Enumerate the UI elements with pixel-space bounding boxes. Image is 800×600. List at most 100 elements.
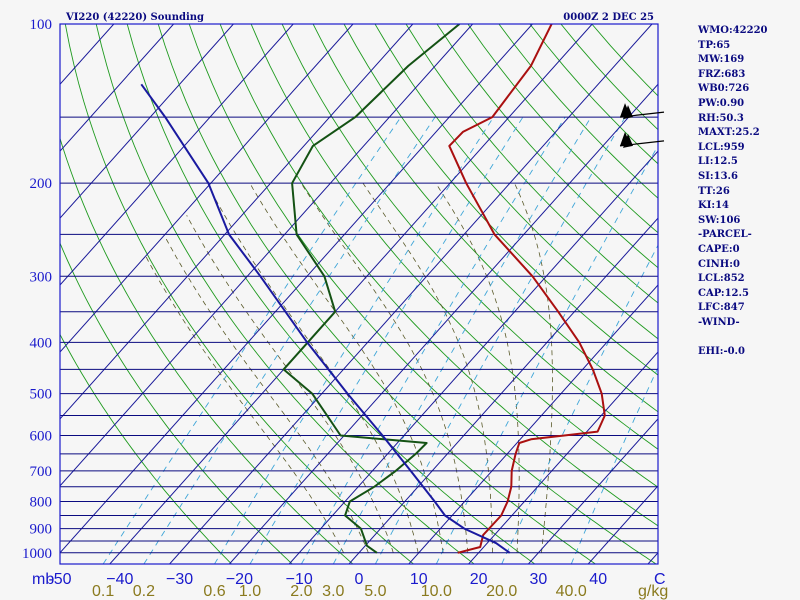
temperature-tick-30: 30: [530, 571, 548, 588]
dry-adiabat-370: [343, 24, 658, 376]
index-label: SW: [698, 214, 716, 226]
index-separator: :: [719, 54, 724, 66]
index-value: 13.6: [713, 170, 738, 182]
dry-adiabat-290: [95, 24, 475, 564]
index-label: MAXT: [698, 127, 732, 139]
isotherm--90: [60, 24, 294, 286]
index-value: 65: [716, 39, 731, 51]
dry-adiabat-260: [60, 242, 293, 564]
index-maxt: MAXT:25.2: [698, 126, 768, 141]
index-value: 726: [728, 83, 750, 95]
index-value: 106: [719, 214, 741, 226]
index-cinh: CINH:0: [698, 258, 768, 273]
dry-adiabat-380: [374, 24, 658, 340]
pressure-tick-900: 900: [30, 522, 53, 538]
dry-adiabat-280: [64, 24, 414, 564]
index-separator: :: [719, 346, 724, 358]
isotherm--30: [169, 24, 653, 564]
index-label: WB0: [698, 83, 725, 95]
temperature-tick--40: −40: [106, 571, 133, 588]
dew-point-profile: [282, 24, 461, 554]
index-rh: RH:50.3: [698, 112, 768, 127]
mixing-ratio-tick-40: 40.0: [556, 583, 587, 600]
index-mw: MW:169: [698, 53, 768, 68]
dry-adiabat-250: [60, 333, 232, 564]
mixing-ratio-tick-3: 3.0: [322, 583, 344, 600]
index-tt: TT:26: [698, 185, 768, 200]
isotherm--80: [60, 24, 354, 353]
index-separator: :: [712, 185, 716, 197]
isotherm-10: [408, 284, 658, 564]
mixing-ratio-tick-10: 10.0: [421, 583, 452, 600]
isotherm-20: [468, 351, 658, 564]
index-label: KI: [698, 200, 712, 212]
temperature-profile: [448, 24, 606, 554]
index-separator: :: [729, 25, 733, 36]
plot-border: [59, 23, 659, 565]
temperature-tick-0: 0: [355, 571, 364, 588]
index-value: 12.5: [724, 287, 749, 299]
isotherm--50: [60, 24, 533, 554]
pressure-tick-300: 300: [30, 269, 53, 285]
pressure-tick-500: 500: [30, 387, 53, 403]
mixing-ratio-unit-label: g/kg: [638, 583, 668, 600]
isotherm-0: [348, 217, 658, 564]
mixing-ratio-tick-2: 2.0: [290, 583, 312, 600]
temperature-tick--50: -50: [48, 571, 71, 588]
index-lcl: LCL:852: [698, 272, 768, 287]
dry-adiabat-310: [157, 24, 596, 564]
index-separator: :: [715, 214, 720, 226]
index-separator: :: [709, 170, 714, 182]
mixing-ratio-tick-0.6: 0.6: [203, 583, 225, 600]
dry-adiabat-400: [436, 24, 658, 269]
index-value: 0: [732, 258, 740, 270]
index-label: TP: [698, 39, 713, 51]
pressure-tick-600: 600: [30, 429, 53, 445]
chart-title: VI220 (42220) Sounding: [65, 12, 204, 23]
index-si: SI:13.6: [698, 170, 768, 185]
dry-adiabat-340: [250, 24, 658, 488]
dry-adiabat-270: [60, 136, 354, 564]
mixing-ratio-tick-5: 5.0: [364, 583, 386, 600]
dry-adiabat-350: [281, 24, 658, 450]
wind-barbs: [619, 103, 665, 148]
index-ehi: EHI:-0.0: [698, 345, 768, 360]
index-separator: :: [715, 112, 720, 124]
index-value: 0.90: [719, 97, 745, 109]
index-lfc: LFC:847: [698, 301, 768, 316]
index-label: CINH: [698, 258, 730, 270]
index-label: SI: [698, 170, 710, 182]
index-label: CAP: [698, 287, 721, 299]
wind-barb-170: [619, 131, 665, 148]
index-label: WMO: [698, 25, 730, 36]
index-value: 0: [732, 243, 740, 255]
pressure-tick-700: 700: [30, 464, 53, 480]
pressure-tick-800: 800: [30, 495, 53, 511]
index-value: 50.3: [719, 112, 744, 124]
index-separator: :: [712, 39, 717, 51]
pressure-tick-200: 200: [30, 176, 53, 192]
parcel-profile: [140, 83, 511, 554]
temperature-tick-20: 20: [470, 571, 488, 588]
index-label: RH: [698, 112, 716, 124]
isotherm--40: [109, 24, 593, 564]
index-cap: CAP:12.5: [698, 287, 768, 302]
pressure-tick-1000: 1000: [22, 546, 52, 562]
pressure-unit-label: mb: [32, 571, 54, 588]
isotherm--110: [60, 24, 174, 152]
index-wmo: WMO:42220: [698, 24, 768, 39]
index-label: TT: [698, 185, 713, 197]
temperature-unit-label: C: [654, 571, 666, 588]
index-cape: CAPE:0: [698, 243, 768, 258]
pressure-tick-400: 400: [30, 335, 53, 351]
isotherm--60: [60, 24, 473, 487]
dry-adiabat-390: [405, 24, 658, 304]
temperature-tick--10: −10: [286, 571, 313, 588]
index-separator: :: [720, 273, 724, 285]
index-value: 42220: [732, 25, 768, 36]
index-value: 852: [723, 273, 745, 285]
index-label: LFC: [698, 302, 721, 314]
mixing-ratio-tick-0.1: 0.1: [92, 583, 114, 600]
